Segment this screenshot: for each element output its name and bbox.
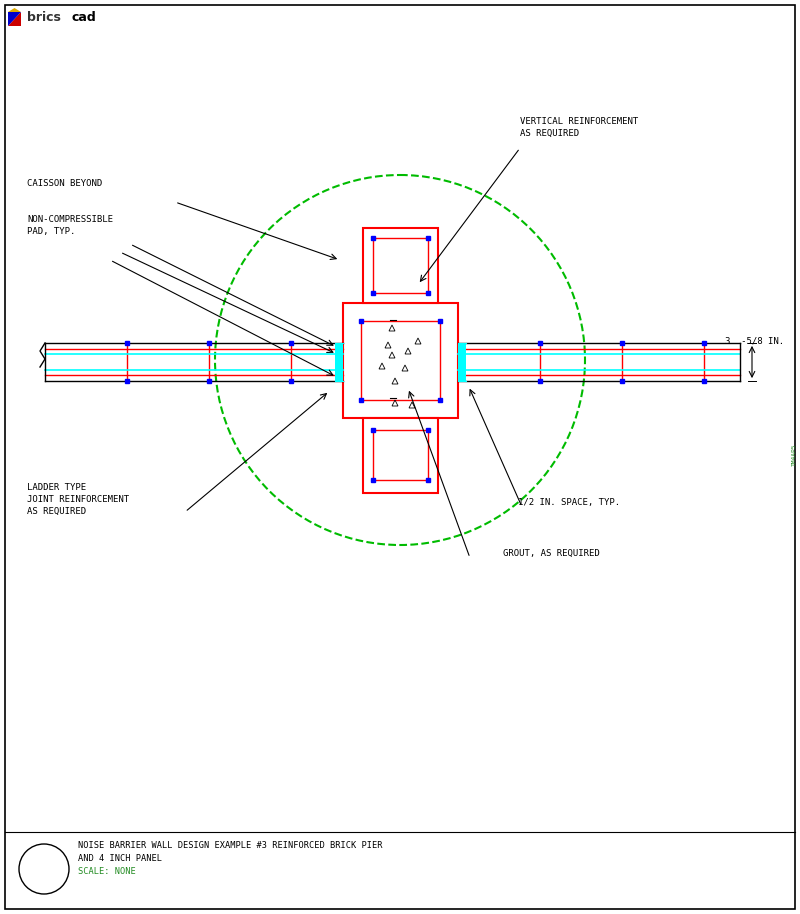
Text: NOISE BARRIER WALL DESIGN EXAMPLE #3 REINFORCED BRICK PIER: NOISE BARRIER WALL DESIGN EXAMPLE #3 REI… [78, 841, 382, 850]
Text: VERTICAL REINFORCEMENT: VERTICAL REINFORCEMENT [520, 117, 638, 126]
Polygon shape [8, 12, 21, 26]
Text: NON-COMPRESSIBLE: NON-COMPRESSIBLE [27, 215, 113, 224]
Bar [362, 418, 438, 493]
Text: AND 4 INCH PANEL: AND 4 INCH PANEL [78, 854, 162, 863]
Text: 1/2 IN. SPACE, TYP.: 1/2 IN. SPACE, TYP. [518, 498, 620, 507]
Text: JOINT REINFORCEMENT: JOINT REINFORCEMENT [27, 495, 129, 504]
Text: LADDER TYPE: LADDER TYPE [27, 483, 86, 492]
Bar [334, 343, 342, 381]
Text: 3  -5/8 IN.: 3 -5/8 IN. [725, 337, 784, 346]
Bar [361, 321, 439, 399]
Bar [342, 303, 458, 418]
Bar [458, 343, 466, 381]
Bar [373, 238, 427, 292]
Bar [373, 430, 427, 480]
Text: AS REQUIRED: AS REQUIRED [520, 129, 579, 138]
Text: brics: brics [27, 11, 61, 24]
Text: cad: cad [72, 11, 97, 24]
Bar [362, 228, 438, 303]
Text: GROUT, AS REQUIRED: GROUT, AS REQUIRED [503, 549, 600, 558]
Text: PAD, TYP.: PAD, TYP. [27, 227, 75, 236]
Text: AS REQUIRED: AS REQUIRED [27, 507, 86, 516]
Text: CAISSON BEYOND: CAISSON BEYOND [27, 179, 102, 188]
Polygon shape [8, 12, 21, 26]
Text: TM4AP5: TM4AP5 [792, 444, 797, 466]
Polygon shape [8, 8, 21, 12]
Text: SCALE: NONE: SCALE: NONE [78, 867, 136, 876]
